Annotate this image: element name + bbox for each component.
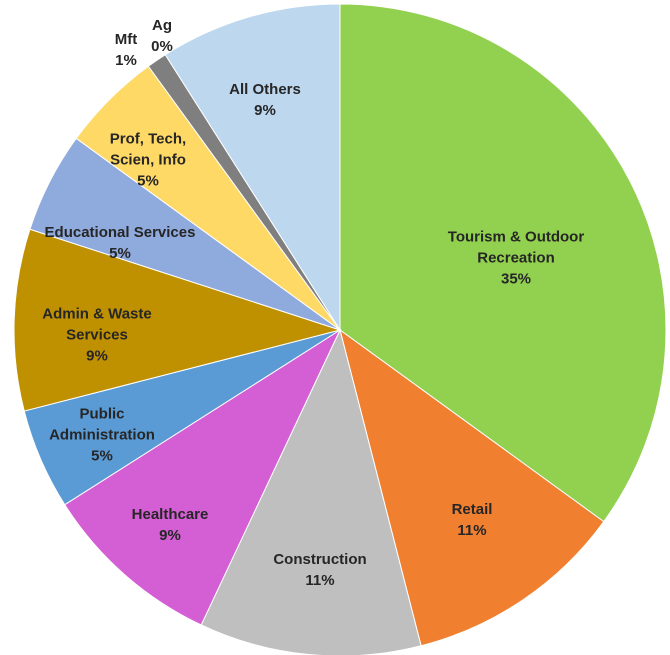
- category-name: Public Administration: [49, 405, 155, 444]
- category-name: Construction: [273, 551, 367, 568]
- pie-slice: [200, 328, 422, 655]
- value-label: 11%: [457, 522, 487, 539]
- pie-slice: [64, 328, 342, 626]
- slice-label: Construction 11%: [250, 549, 390, 591]
- slice-label: Tourism & Outdoor Recreation 35%: [416, 227, 616, 290]
- slice-label: Healthcare 9%: [110, 504, 230, 546]
- value-label: 9%: [86, 347, 108, 365]
- pie-slice: [13, 228, 342, 412]
- pie-slice: [164, 3, 341, 332]
- category-name: Ag: [152, 17, 172, 34]
- value-label: 35%: [500, 270, 532, 288]
- value-label: 0%: [151, 38, 173, 55]
- slice-label: Ag 0%: [142, 15, 182, 57]
- slice-label: All Others 9%: [205, 79, 325, 121]
- slice-label: Public Administration 5%: [27, 404, 177, 467]
- value-label: 5%: [137, 172, 159, 190]
- slice-label: Prof, Tech, Scien, Info 5%: [88, 129, 208, 192]
- pie-slice: [339, 328, 605, 647]
- slice-label: Mft 1%: [106, 29, 146, 71]
- slice-label: Admin & Waste Services 9%: [12, 304, 182, 367]
- category-name: Admin & Waste Services: [42, 305, 152, 344]
- slice-label: Educational Services 5%: [20, 222, 220, 264]
- value-label: 5%: [91, 447, 113, 465]
- category-name: Educational Services: [44, 224, 196, 241]
- category-name: Retail: [451, 501, 493, 518]
- category-name: All Others: [229, 81, 301, 98]
- value-label: 11%: [305, 572, 335, 589]
- category-name: Tourism & Outdoor Recreation: [447, 228, 585, 267]
- slice-label: Retail 11%: [422, 499, 522, 541]
- value-label: 5%: [109, 245, 131, 262]
- category-name: Healthcare: [131, 506, 209, 523]
- value-label: 1%: [115, 52, 137, 69]
- value-label: 9%: [159, 527, 181, 544]
- category-name: Prof, Tech, Scien, Info: [109, 130, 187, 169]
- pie-slice: [339, 3, 667, 523]
- category-name: Mft: [114, 31, 138, 48]
- value-label: 9%: [254, 102, 276, 119]
